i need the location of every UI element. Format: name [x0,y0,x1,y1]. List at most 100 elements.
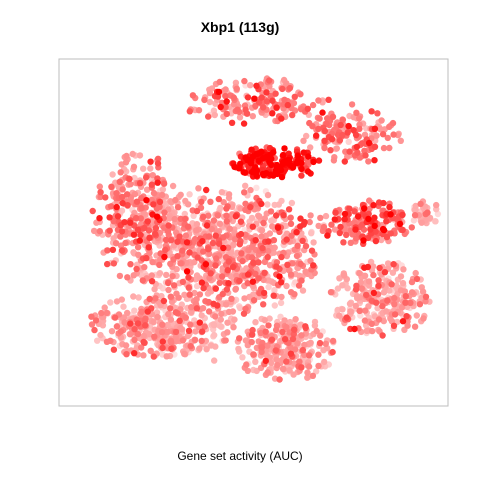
cell-point [154,313,161,321]
cell-point [96,215,103,222]
cell-point [356,154,364,161]
cell-point [313,132,320,139]
cell-point [196,319,203,326]
cell-point [120,303,127,310]
cell-point [268,161,275,169]
cell-point [241,189,248,196]
cell-point [97,189,104,196]
cell-point [327,289,335,296]
cell-point [250,297,258,304]
cell-point [366,197,373,204]
cell-point [185,284,192,291]
cell-point [244,94,252,101]
cell-point [289,111,296,119]
cell-point [374,305,381,312]
cell-point [187,343,194,350]
cell-point [231,316,238,323]
cell-point [321,137,328,144]
cell-point [161,253,168,261]
cell-point [112,240,120,247]
cell-point [162,246,169,254]
cell-point [117,233,124,240]
cell-point [315,125,322,133]
cell-point [189,92,197,99]
cell-point [249,278,257,285]
cell-point [244,271,252,278]
cell-point [278,293,285,301]
cell-point [232,286,239,293]
cell-point [130,249,137,256]
cell-point [286,367,293,374]
cell-point [140,332,147,340]
cell-point [138,195,145,202]
cell-point [215,195,222,203]
cell-point [434,210,442,218]
cell-point [257,329,264,337]
cell-point [310,239,317,246]
cell-point [278,173,286,181]
cell-point [213,255,220,262]
cell-point [317,332,324,339]
cell-point [258,233,265,240]
cell-point [205,246,212,253]
cell-point [378,117,385,124]
cell-point [167,237,175,244]
cell-point [240,169,247,176]
cell-point [397,273,405,280]
cell-point [317,214,324,222]
cell-point [209,239,217,247]
cell-point [321,144,328,152]
cell-point [207,261,214,268]
cell-point [145,244,152,251]
cell-point [273,164,281,171]
cell-point [175,294,182,301]
cell-point [186,191,193,198]
cell-point [373,299,380,306]
cell-point [292,316,299,323]
cell-point [339,116,347,124]
cell-point [149,258,156,266]
cell-point [264,191,272,199]
cell-point [330,157,338,164]
cell-point [365,215,372,223]
cell-point [417,200,424,208]
cell-point [344,129,351,136]
cell-point [269,110,276,117]
cell-point [249,331,256,338]
cell-point [243,361,250,368]
cell-point [130,272,137,279]
cell-point [297,215,304,222]
cell-point [419,288,427,295]
cell-point [424,209,431,216]
cell-point [302,268,309,275]
cell-point [106,227,113,234]
cell-point [201,323,208,330]
cell-point [432,218,439,225]
cell-point [371,214,378,221]
cell-point [165,286,172,294]
cell-point [365,278,373,285]
cell-point [176,233,183,240]
cell-point [379,225,387,233]
cell-point [263,153,270,161]
cell-point [291,291,298,298]
cell-point [176,317,183,324]
cell-point [363,327,370,335]
cell-point [134,330,142,338]
cell-point [297,91,304,98]
cell-point [122,342,130,349]
cell-point [107,203,115,210]
cell-point [150,318,157,326]
cell-point [253,172,260,179]
cell-point [156,261,163,269]
cell-point [223,212,230,219]
cell-point [286,84,294,92]
cell-point [386,144,393,152]
cell-point [223,286,231,293]
cell-point [250,259,257,266]
cell-point [91,326,98,334]
cell-point [399,226,406,234]
cell-point [370,289,378,297]
cell-point [273,263,280,270]
cell-point [236,277,243,285]
